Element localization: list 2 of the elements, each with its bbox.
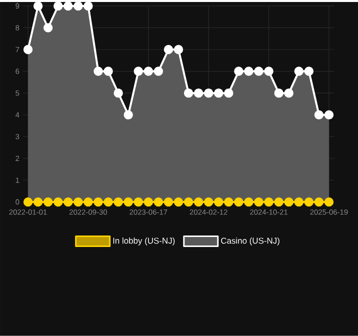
legend-label: In lobby (US-NJ) xyxy=(113,238,175,246)
legend-label: Casino (US-NJ) xyxy=(221,238,280,246)
